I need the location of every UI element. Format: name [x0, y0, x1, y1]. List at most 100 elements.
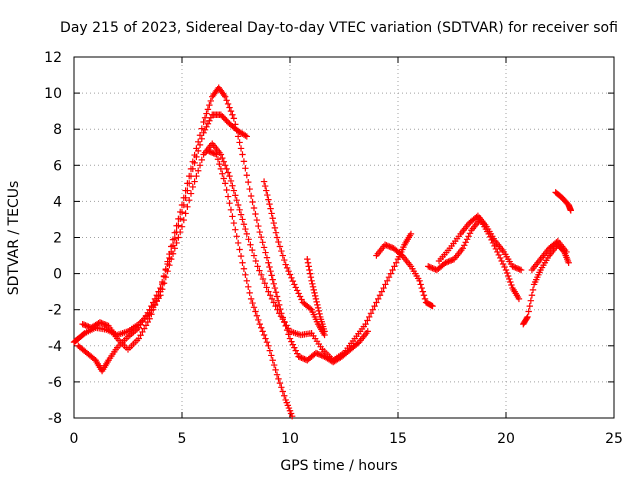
data-point	[278, 384, 285, 391]
data-point	[207, 148, 214, 156]
data-point	[421, 295, 429, 303]
series-arc-12	[552, 189, 574, 214]
data-point	[281, 392, 288, 399]
data-point	[230, 115, 238, 122]
data-point	[286, 271, 294, 278]
data-point	[563, 248, 570, 256]
data-point	[227, 107, 235, 115]
data-point	[499, 260, 507, 268]
data-point	[378, 288, 385, 295]
data-point	[180, 216, 187, 224]
data-point	[262, 335, 269, 342]
data-point	[306, 305, 314, 312]
data-point	[239, 216, 246, 223]
data-point	[101, 320, 108, 328]
data-point	[502, 266, 510, 274]
data-point	[102, 321, 109, 328]
data-point	[148, 311, 155, 318]
data-point	[216, 160, 223, 168]
data-point	[220, 175, 227, 182]
data-point	[187, 190, 195, 197]
data-point	[206, 148, 213, 155]
data-point	[426, 263, 433, 271]
data-point	[255, 316, 262, 324]
x-tick-label: 0	[70, 431, 79, 447]
data-point	[419, 288, 427, 295]
data-point	[252, 257, 259, 265]
x-axis-label: GPS time / hours	[280, 458, 397, 474]
data-point	[283, 326, 291, 334]
data-point	[233, 196, 240, 204]
data-point	[270, 361, 278, 369]
data-point	[173, 239, 180, 247]
data-point	[247, 295, 255, 303]
data-point	[243, 133, 250, 140]
data-point	[223, 97, 230, 104]
data-point	[296, 354, 304, 361]
data-point	[260, 244, 268, 251]
data-point	[445, 258, 452, 265]
data-point	[223, 165, 230, 173]
data-point	[240, 221, 248, 228]
data-point	[162, 265, 169, 273]
data-point	[222, 180, 229, 187]
data-point	[263, 338, 271, 346]
data-point	[189, 158, 196, 165]
data-point	[256, 228, 263, 236]
data-point	[321, 328, 328, 335]
data-point	[240, 158, 248, 165]
x-tick-label: 15	[389, 431, 407, 447]
data-point	[164, 258, 171, 265]
y-tick-label: 4	[53, 194, 62, 210]
data-point	[510, 263, 518, 271]
data-point	[249, 246, 256, 254]
data-point	[99, 320, 106, 327]
data-point	[219, 154, 226, 162]
data-point	[463, 236, 471, 243]
data-point	[204, 147, 212, 155]
data-point	[266, 347, 274, 354]
data-point	[204, 120, 212, 127]
y-tick-label: 0	[53, 267, 62, 283]
y-tick-label: 6	[53, 158, 62, 174]
plot-frame	[73, 56, 615, 419]
data-point	[153, 297, 160, 304]
data-point	[298, 296, 305, 303]
data-point	[295, 353, 302, 360]
data-point	[383, 242, 390, 249]
data-point	[273, 371, 281, 378]
data-point	[249, 198, 256, 206]
data-point	[382, 281, 389, 288]
data-point	[237, 252, 245, 260]
data-point	[253, 216, 261, 224]
data-point	[288, 338, 295, 345]
y-tick-label: 10	[44, 86, 62, 102]
y-axis-label: SDTVAR / TECUs	[6, 181, 22, 296]
data-point	[263, 284, 270, 291]
data-point	[196, 132, 204, 139]
data-point	[249, 299, 256, 307]
data-point	[281, 318, 288, 325]
x-tick-label: 25	[605, 431, 623, 447]
data-point	[506, 275, 513, 283]
data-point	[217, 165, 225, 173]
data-point	[224, 193, 232, 200]
data-point	[272, 302, 279, 310]
data-point	[193, 145, 200, 152]
data-point	[217, 111, 225, 118]
data-point	[288, 412, 296, 420]
x-tick-label: 10	[281, 431, 299, 447]
data-point	[385, 274, 393, 281]
data-point	[224, 100, 232, 108]
data-point	[380, 284, 387, 292]
data-point	[273, 293, 281, 300]
data-point	[296, 293, 304, 300]
data-point	[268, 210, 275, 217]
data-point	[517, 266, 525, 274]
data-point	[515, 265, 522, 272]
series-arc-6	[304, 255, 328, 335]
data-point	[144, 318, 151, 326]
data-point	[246, 185, 253, 193]
data-point	[442, 259, 449, 266]
data-point	[314, 301, 321, 309]
